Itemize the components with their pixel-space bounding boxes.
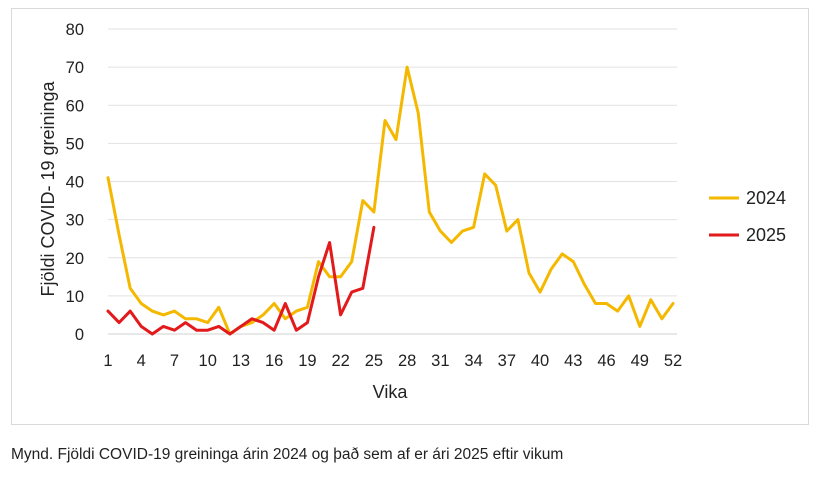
x-tick-label: 37 [498,352,516,370]
x-tick-label: 22 [331,352,349,370]
legend-label-2025: 2025 [746,225,786,245]
x-tick-label: 1 [103,352,112,370]
y-tick-label: 70 [66,59,84,77]
x-tick-label: 28 [398,352,416,370]
y-tick-label: 20 [66,250,84,268]
y-tick-label: 10 [66,288,84,306]
y-tick-label: 80 [66,21,84,39]
x-tick-label: 19 [298,352,316,370]
x-tick-label: 52 [664,352,682,370]
x-tick-label: 7 [170,352,179,370]
y-tick-label: 0 [75,326,84,344]
legend-label-2024: 2024 [746,188,786,208]
x-axis-label: Vika [373,382,409,402]
x-tick-label: 40 [531,352,549,370]
x-tick-label: 34 [464,352,482,370]
y-tick-label: 40 [66,174,84,192]
x-axis-ticks: 1 4 7 10 13 16 19 22 25 28 31 34 37 40 43 46 49 52 [103,352,682,370]
x-tick-label: 46 [597,352,615,370]
series-lines [106,65,675,336]
x-tick-label: 43 [564,352,582,370]
y-tick-label: 50 [66,135,84,153]
figure-caption: Mynd. Fjöldi COVID-19 greininga árin 202… [11,446,564,463]
x-tick-label: 25 [365,352,383,370]
x-tick-label: 16 [265,352,283,370]
series-line-2024 [106,65,675,336]
chart-frame: 0 10 20 30 40 50 60 70 80 1 4 7 10 13 16 19 22 25 28 31 34 3… [11,8,809,425]
x-tick-label: 13 [232,352,250,370]
series-line-2025 [106,225,376,336]
x-tick-label: 10 [199,352,217,370]
x-tick-label: 31 [431,352,449,370]
line-chart: 0 10 20 30 40 50 60 70 80 1 4 7 10 13 16 19 22 25 28 31 34 3… [38,21,786,402]
y-tick-label: 30 [66,212,84,230]
y-axis-label: Fjöldi COVID- 19 greininga [38,80,58,296]
legend: 2024 2025 [709,188,786,245]
y-tick-label: 60 [66,97,84,115]
x-tick-label: 49 [631,352,649,370]
gridlines [108,28,677,335]
x-tick-label: 4 [137,352,146,370]
y-axis-ticks: 0 10 20 30 40 50 60 70 80 [66,21,84,344]
